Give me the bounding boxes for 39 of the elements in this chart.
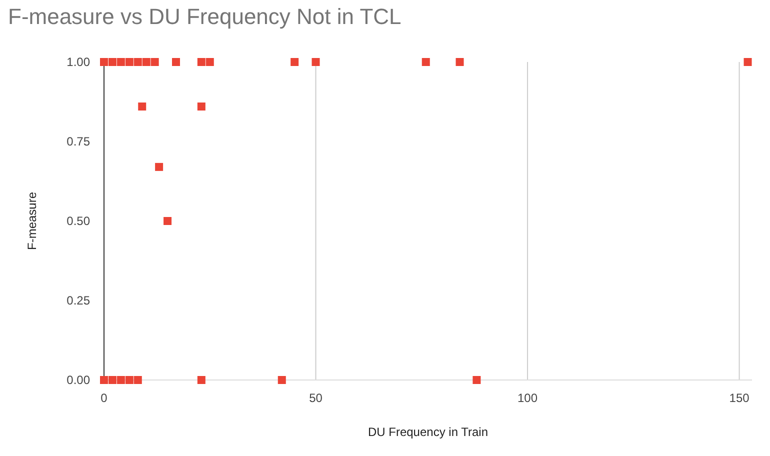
x-tick-label: 50 (309, 391, 323, 405)
y-tick-label: 0.75 (66, 134, 90, 148)
point (206, 58, 214, 66)
point (312, 58, 320, 66)
point (472, 376, 481, 384)
point (155, 162, 164, 171)
point (100, 58, 108, 66)
x-axis-title: DU Frequency in Train (368, 425, 488, 439)
point (116, 58, 125, 66)
point (134, 376, 142, 384)
point (197, 102, 206, 111)
x-tick-label: 150 (729, 391, 750, 405)
point (134, 58, 142, 66)
x-tick-label: 100 (518, 391, 538, 405)
x-tick-label: 0 (100, 391, 108, 405)
y-tick-label: 0.50 (66, 214, 90, 228)
point (422, 58, 430, 66)
point (290, 58, 299, 66)
point (116, 376, 125, 384)
point (164, 217, 172, 225)
y-axis-title: F-measure (25, 192, 39, 250)
point (138, 102, 146, 111)
point (125, 376, 134, 384)
point (456, 58, 464, 66)
point (108, 376, 116, 384)
point (172, 58, 180, 66)
point (197, 58, 206, 66)
point (197, 376, 206, 384)
point (108, 58, 116, 66)
chart-title: F-measure vs DU Frequency Not in TCL (8, 4, 402, 29)
y-tick-label: 0.00 (66, 373, 90, 387)
y-tick-label: 0.25 (66, 294, 90, 308)
point (100, 376, 108, 384)
point (744, 58, 752, 66)
point (278, 376, 286, 384)
point (142, 58, 150, 66)
point (150, 58, 159, 66)
point (125, 58, 134, 66)
y-tick-label: 1.00 (66, 55, 90, 69)
